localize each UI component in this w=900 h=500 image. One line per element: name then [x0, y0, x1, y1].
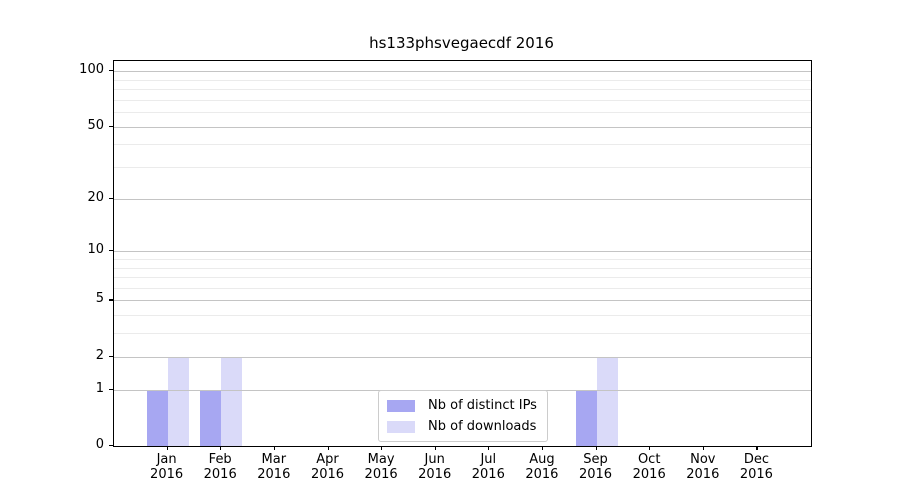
y-tick-label-0: 0 — [95, 437, 104, 452]
y-tick-label-20: 20 — [87, 189, 104, 205]
y-tick-50 — [109, 125, 113, 127]
y-tick-label-1: 1 — [95, 380, 104, 396]
y-tick-label-2: 2 — [95, 347, 104, 363]
x-tick-oct — [649, 446, 651, 450]
x-tick-label-mar: Mar 2016 — [257, 452, 291, 482]
x-tick-dec — [756, 446, 758, 450]
x-tick-label-jul: Jul 2016 — [471, 452, 505, 482]
legend-swatch-nb-of-distinct-ips — [387, 399, 415, 412]
y-tick-label-10: 10 — [87, 242, 104, 258]
legend-label-nb-of-distinct-ips: Nb of distinct IPs — [428, 398, 537, 413]
bar-nb-of-downloads-jan — [167, 356, 189, 446]
x-tick-mar — [273, 446, 275, 450]
y-tick-100 — [109, 70, 113, 72]
legend-item-nb-of-distinct-ips: Nb of distinct IPs — [387, 396, 537, 415]
bar-nb-of-distinct-ips-feb — [200, 389, 222, 446]
x-tick-feb — [220, 446, 222, 450]
gridline-major-10 — [114, 251, 811, 253]
x-tick-label-sep: Sep 2016 — [578, 452, 613, 482]
legend-label-nb-of-downloads: Nb of downloads — [428, 419, 537, 434]
x-tick-label-feb: Feb 2016 — [203, 452, 237, 482]
y-tick-label-5: 5 — [95, 291, 104, 307]
gridline-major-20 — [114, 198, 811, 200]
legend-swatch-nb-of-downloads — [387, 420, 415, 433]
gridline-major-50 — [114, 126, 811, 128]
gridline-major-2 — [114, 356, 811, 358]
x-tick-apr — [327, 446, 329, 450]
y-tick-20 — [109, 197, 113, 199]
y-tick-label-50: 50 — [87, 117, 104, 133]
y-tick-5 — [109, 299, 113, 301]
gridline-minor-4 — [114, 315, 811, 317]
x-tick-may — [381, 446, 383, 450]
x-tick-jun — [434, 446, 436, 450]
y-tick-1 — [109, 388, 113, 390]
x-tick-jan — [166, 446, 168, 450]
x-tick-sep — [595, 446, 597, 450]
x-tick-label-aug: Aug 2016 — [525, 452, 559, 482]
gridline-minor-30 — [114, 167, 811, 168]
y-tick-label-100: 100 — [79, 62, 104, 77]
y-tick-0 — [109, 445, 113, 447]
bar-nb-of-downloads-sep — [596, 356, 618, 446]
x-tick-label-jan: Jan 2016 — [150, 452, 184, 482]
x-tick-label-may: May 2016 — [364, 452, 398, 482]
gridline-minor-70 — [114, 99, 811, 101]
x-tick-label-dec: Dec 2016 — [739, 452, 773, 482]
gridline-major-5 — [114, 300, 811, 302]
x-tick-label-jun: Jun 2016 — [418, 452, 452, 482]
gridline-minor-8 — [114, 267, 811, 269]
y-tick-2 — [109, 355, 113, 357]
y-tick-10 — [109, 250, 113, 252]
bar-nb-of-distinct-ips-sep — [575, 389, 597, 446]
bar-nb-of-distinct-ips-jan — [146, 389, 168, 446]
gridline-minor-90 — [114, 79, 811, 81]
x-tick-aug — [541, 446, 544, 450]
gridline-minor-3 — [114, 333, 811, 335]
x-tick-jul — [488, 446, 490, 450]
chart-title: hs133phsvegaecdf 2016 — [369, 34, 554, 52]
x-tick-label-nov: Nov 2016 — [686, 452, 720, 482]
x-tick-label-apr: Apr 2016 — [310, 452, 345, 482]
x-tick-nov — [702, 446, 704, 450]
legend: Nb of distinct IPs Nb of downloads — [378, 390, 548, 442]
plot-area — [113, 60, 812, 447]
gridline-minor-80 — [114, 88, 811, 90]
gridline-major-100 — [114, 71, 811, 72]
gridline-minor-40 — [114, 144, 811, 146]
legend-item-nb-of-downloads: Nb of downloads — [387, 417, 537, 436]
gridline-minor-9 — [114, 258, 811, 260]
gridline-minor-60 — [114, 112, 811, 113]
x-tick-label-oct: Oct 2016 — [632, 452, 666, 482]
bar-nb-of-downloads-feb — [221, 356, 243, 446]
gridline-minor-6 — [114, 287, 811, 289]
gridline-minor-7 — [114, 277, 811, 278]
